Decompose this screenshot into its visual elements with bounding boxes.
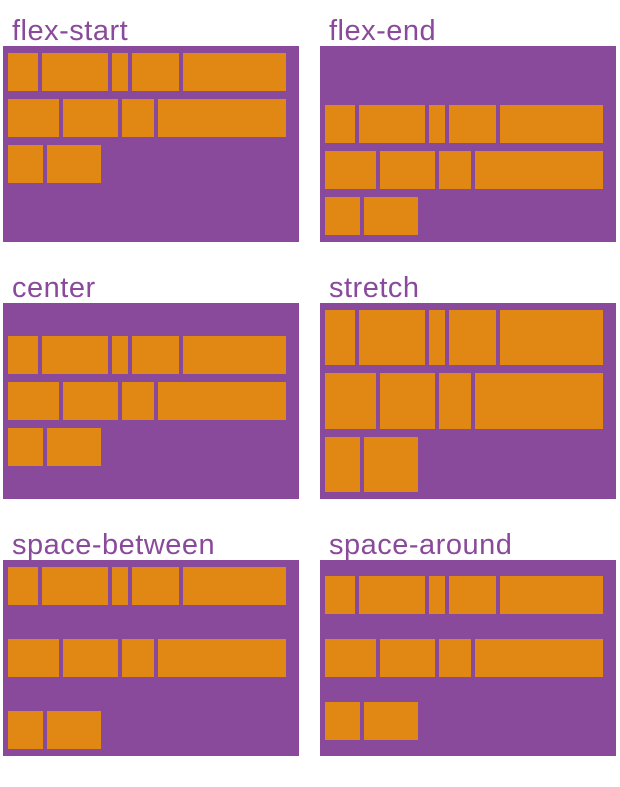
flex-item (380, 638, 435, 677)
flex-item (359, 310, 425, 366)
panel-label-flex-start: flex-start (12, 15, 129, 47)
flex-container-space-between (3, 560, 299, 756)
flex-item (183, 567, 286, 605)
flex-item (325, 310, 355, 366)
flex-item (8, 711, 43, 749)
flex-item (429, 575, 445, 614)
flex-container-space-around (320, 560, 616, 756)
flex-item (8, 336, 38, 374)
panel-space-between: space-between (3, 530, 299, 756)
panel-flex-start: flex-start (3, 16, 299, 242)
flex-item (112, 336, 128, 374)
flex-item (325, 638, 376, 677)
flex-item (449, 310, 496, 366)
flex-item (475, 373, 603, 429)
flex-item (8, 99, 59, 137)
flex-item (439, 373, 471, 429)
flex-item (325, 575, 355, 614)
flex-item (112, 53, 128, 91)
flex-item (325, 151, 376, 189)
panel-label-center: center (12, 272, 96, 304)
flex-item (380, 151, 435, 189)
flex-item (500, 105, 603, 143)
flex-item (132, 336, 179, 374)
flex-item (500, 575, 603, 614)
flex-item (63, 99, 118, 137)
panel-space-around: space-around (320, 530, 616, 756)
flex-item (47, 428, 101, 466)
flex-item (183, 336, 286, 374)
flex-item (132, 567, 179, 605)
flex-item (63, 382, 118, 420)
flex-item (8, 53, 38, 91)
flex-item (8, 428, 43, 466)
flex-item (429, 105, 445, 143)
flex-item (325, 197, 360, 235)
flex-item (47, 711, 101, 749)
flex-item (359, 105, 425, 143)
panel-label-flex-end: flex-end (329, 15, 437, 47)
flex-item (42, 53, 108, 91)
flex-item (439, 638, 471, 677)
flex-item (122, 99, 154, 137)
flex-item (8, 382, 59, 420)
flex-container-stretch (320, 303, 616, 499)
flex-item (364, 702, 418, 741)
flex-item (439, 151, 471, 189)
flex-item (158, 99, 286, 137)
panel-stretch: stretch (320, 273, 616, 499)
flex-item (47, 145, 101, 183)
flex-item (325, 105, 355, 143)
panel-label-space-between: space-between (12, 529, 216, 561)
flex-item (449, 105, 496, 143)
flex-item (325, 702, 360, 741)
flex-item (359, 575, 425, 614)
flex-item (364, 436, 418, 492)
flex-item (429, 310, 445, 366)
flex-item (42, 336, 108, 374)
flex-item (42, 567, 108, 605)
panel-center: center (3, 273, 299, 499)
flex-item (132, 53, 179, 91)
flex-item (122, 382, 154, 420)
panel-label-space-around: space-around (329, 529, 513, 561)
flex-item (158, 382, 286, 420)
flex-container-center (3, 303, 299, 499)
flex-item (63, 639, 118, 677)
flex-item (449, 575, 496, 614)
flex-item (380, 373, 435, 429)
panel-flex-end: flex-end (320, 16, 616, 242)
flex-item (158, 639, 286, 677)
flex-item (112, 567, 128, 605)
flex-container-flex-end (320, 46, 616, 242)
flex-item (183, 53, 286, 91)
flex-item (364, 197, 418, 235)
flex-item (8, 567, 38, 605)
flex-item (500, 310, 603, 366)
flex-container-flex-start (3, 46, 299, 242)
flex-item (325, 436, 360, 492)
flex-item (8, 145, 43, 183)
flex-item (475, 151, 603, 189)
panel-label-stretch: stretch (329, 272, 420, 304)
flex-item (325, 373, 376, 429)
flex-item (475, 638, 603, 677)
flex-item (122, 639, 154, 677)
flex-item (8, 639, 59, 677)
